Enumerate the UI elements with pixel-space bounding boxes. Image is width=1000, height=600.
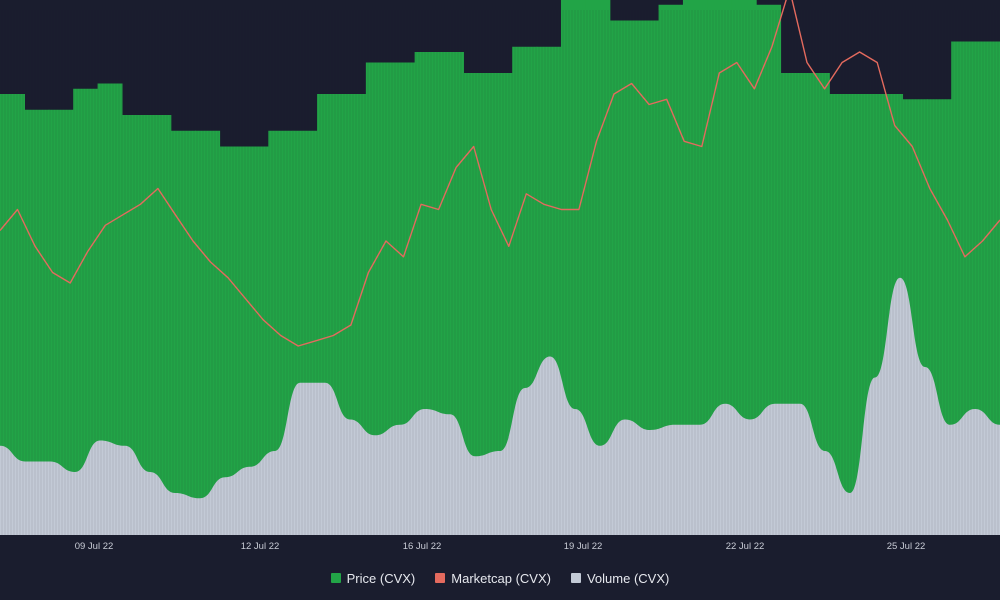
price-bar: [170, 130, 196, 535]
price-bar: [195, 130, 221, 535]
x-tick-label: 09 Jul 22: [75, 541, 114, 552]
legend-item-price[interactable]: Price (CVX): [330, 570, 416, 586]
legend-swatch-marketcap: [435, 573, 446, 583]
legend-swatch-volume: [570, 573, 581, 583]
marketcap-line: [0, 0, 1000, 347]
chart-plot: 09 Jul 22 12 Jul 22 16 Jul 22 19 Jul 22 22 J…: [0, 0, 1000, 552]
legend-label-volume: Volume (CVX): [586, 570, 670, 586]
bar-hatching: [1, 10, 999, 535]
legend-swatch-price: [330, 573, 341, 583]
legend-item-marketcap[interactable]: Marketcap (CVX): [435, 571, 551, 586]
price-bar: [146, 115, 172, 535]
legend-label-price: Price (CVX): [346, 570, 416, 586]
legend-item-volume[interactable]: Volume (CVX): [570, 570, 670, 586]
x-tick-label: 16 Jul 22: [403, 541, 442, 552]
chart-legend: Price (CVX) Marketcap (CVX) Volume (CVX): [0, 567, 1000, 589]
x-tick-label: 12 Jul 22: [241, 541, 280, 552]
x-tick-label: 19 Jul 22: [564, 541, 603, 552]
legend-label-marketcap: Marketcap (CVX): [451, 570, 551, 586]
x-tick-label: 25 Jul 22: [887, 541, 926, 552]
volume-area: [0, 277, 1000, 535]
x-tick-label: 22 Jul 22: [726, 541, 765, 552]
